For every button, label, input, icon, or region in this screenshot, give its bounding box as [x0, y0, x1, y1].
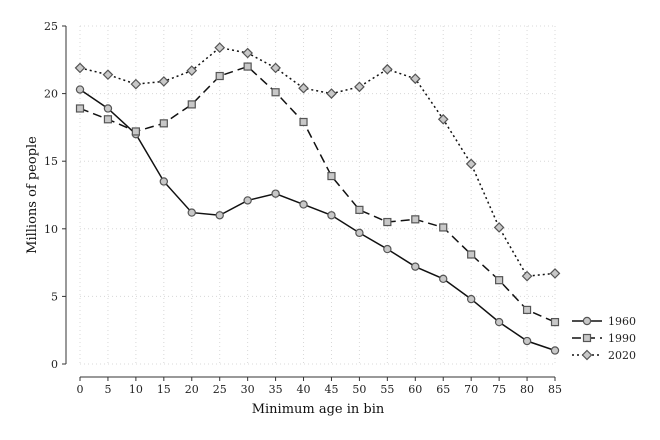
- x-tick-label: 5: [104, 383, 111, 396]
- data-point-2020: [74, 62, 86, 74]
- data-point-2020: [326, 88, 337, 99]
- data-point-2020: [382, 63, 393, 75]
- data-point-1990: [550, 317, 560, 327]
- y-tick-label: 0: [51, 358, 58, 371]
- data-point-1960: [187, 208, 196, 217]
- legend-marker-1990: [582, 333, 592, 343]
- data-point-1990: [467, 250, 476, 259]
- data-point-1960: [355, 228, 364, 238]
- x-tick-label: 40: [297, 383, 311, 396]
- series-line-2020: [79, 46, 556, 277]
- legend-marker-2020: [581, 349, 593, 361]
- data-point-2020: [214, 42, 226, 53]
- x-tick-label: 0: [77, 383, 84, 396]
- series-line-1990: [79, 65, 556, 323]
- data-point-2020: [409, 73, 421, 85]
- data-point-2020: [521, 270, 533, 282]
- data-point-1960: [411, 262, 420, 271]
- data-point-2020: [465, 158, 477, 170]
- data-point-1990: [411, 215, 420, 224]
- x-tick-label: 15: [157, 383, 171, 396]
- data-point-2020: [437, 113, 449, 125]
- series-layer: [74, 42, 561, 355]
- data-point-1990: [75, 104, 85, 113]
- x-tick-label: 30: [241, 383, 255, 396]
- legend-label: 1960: [608, 315, 636, 328]
- legend-marker-1960: [582, 316, 592, 326]
- data-point-1960: [103, 104, 113, 113]
- x-tick-label: 35: [269, 383, 283, 396]
- y-tick-label: 5: [51, 290, 58, 303]
- data-point-1960: [466, 294, 476, 304]
- data-point-1960: [439, 274, 448, 284]
- legend-label: 2020: [608, 349, 636, 362]
- data-point-2020: [270, 62, 281, 74]
- axes: 0 5 10 15 20 25 0 5 10 15 20 25 30 35 40 45 50 55 60 65 70 75…: [44, 20, 562, 396]
- data-point-2020: [130, 78, 142, 90]
- data-point-1960: [271, 189, 280, 198]
- legend-item-2020: 2020: [572, 349, 636, 362]
- data-point-1960: [215, 211, 224, 220]
- data-point-1990: [131, 127, 140, 136]
- data-point-1960: [327, 211, 336, 220]
- x-tick-label: 85: [548, 383, 562, 396]
- data-point-1990: [439, 223, 448, 232]
- y-tick-label: 10: [44, 223, 58, 236]
- data-point-2020: [493, 222, 505, 233]
- x-tick-label: 20: [185, 383, 199, 396]
- data-point-1960: [383, 244, 392, 254]
- y-tick-label: 15: [44, 155, 58, 168]
- data-point-1960: [299, 200, 308, 209]
- data-point-1990: [383, 217, 392, 227]
- data-point-2020: [298, 82, 309, 94]
- grid: [79, 25, 556, 365]
- data-point-1990: [355, 205, 364, 214]
- data-point-2020: [158, 76, 170, 87]
- data-point-2020: [186, 65, 198, 76]
- data-point-1990: [271, 88, 280, 97]
- x-tick-label: 45: [324, 383, 338, 396]
- data-point-2020: [242, 47, 253, 59]
- legend: 1960 1990 2020: [572, 315, 636, 362]
- x-tick-label: 55: [380, 383, 394, 396]
- legend-item-1960: 1960: [572, 315, 636, 328]
- data-point-1990: [103, 115, 113, 124]
- x-tick-label: 60: [408, 383, 422, 396]
- data-point-2020: [354, 81, 365, 93]
- x-tick-label: 25: [213, 383, 227, 396]
- x-tick-label: 80: [520, 383, 534, 396]
- data-point-1960: [159, 177, 169, 186]
- x-axis-title: Minimum age in bin: [252, 402, 385, 417]
- data-point-2020: [549, 268, 561, 279]
- x-tick-label: 10: [129, 383, 143, 396]
- series-1990: [75, 62, 560, 327]
- legend-label: 1990: [608, 332, 636, 345]
- data-point-1990: [495, 276, 504, 285]
- x-tick-label: 50: [352, 383, 366, 396]
- data-point-1990: [159, 119, 168, 128]
- x-tick-label: 65: [436, 383, 450, 396]
- data-point-1990: [327, 171, 336, 181]
- data-point-1990: [215, 71, 224, 81]
- data-point-1990: [522, 305, 532, 315]
- y-axis-title: Millions of people: [25, 136, 40, 254]
- y-tick-label: 25: [44, 20, 58, 33]
- data-point-1960: [550, 346, 560, 355]
- data-point-1960: [243, 196, 252, 205]
- data-point-2020: [102, 69, 114, 81]
- series-line-1960: [79, 88, 556, 352]
- data-point-1990: [243, 62, 252, 71]
- x-tick-label: 70: [464, 383, 478, 396]
- legend-item-1990: 1990: [572, 332, 636, 345]
- series-2020: [74, 42, 561, 282]
- data-point-1990: [299, 117, 308, 127]
- data-point-1960: [522, 336, 532, 346]
- data-point-1990: [187, 100, 196, 109]
- data-point-1960: [494, 317, 504, 327]
- series-1960: [75, 85, 560, 355]
- data-point-1960: [75, 85, 85, 94]
- x-tick-label: 75: [492, 383, 506, 396]
- y-tick-label: 20: [44, 88, 58, 101]
